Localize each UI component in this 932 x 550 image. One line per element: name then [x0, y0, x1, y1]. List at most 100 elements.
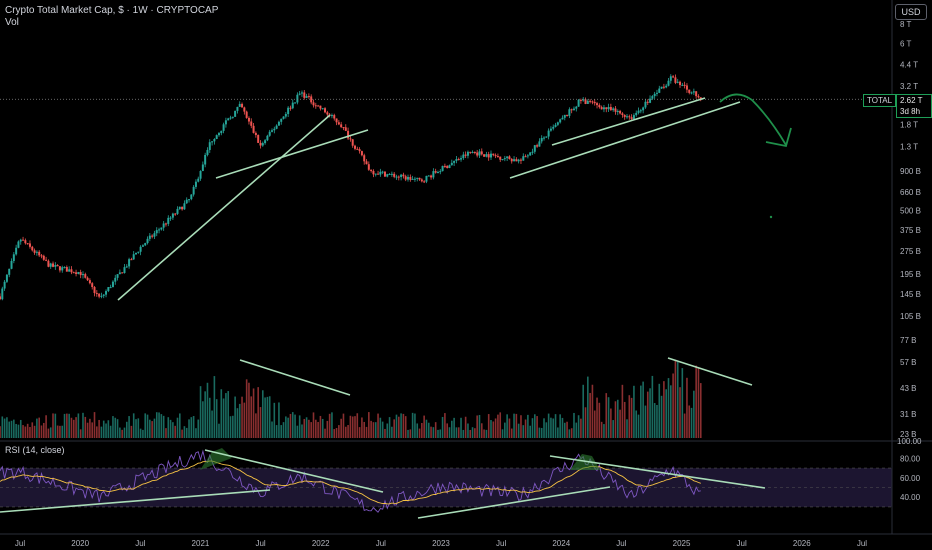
y-tick-label: 375 B	[900, 226, 921, 235]
candle-body	[556, 122, 559, 125]
trendline	[117, 114, 331, 301]
volume-bar	[229, 416, 232, 438]
volume-bar	[340, 418, 342, 438]
volume-bar	[234, 396, 236, 438]
x-tick-label: Jul	[496, 539, 506, 548]
volume-bar	[522, 425, 525, 438]
volume-bar	[116, 419, 119, 438]
volume-bar	[533, 414, 536, 438]
candle-body	[28, 243, 31, 247]
volume-bar	[264, 397, 266, 438]
volume-bar	[349, 415, 352, 438]
candle-body	[554, 124, 557, 127]
volume-bar	[185, 427, 188, 438]
volume-bar	[169, 419, 172, 438]
volume-bar	[386, 423, 389, 438]
candle-body	[483, 154, 486, 157]
volume-bar	[494, 418, 497, 438]
candle-body	[441, 165, 444, 172]
volume-tick-label: 23 B	[900, 430, 916, 439]
volume-bar	[96, 426, 98, 438]
volume-bar	[338, 425, 340, 438]
candle-body	[439, 171, 442, 173]
candle-body	[443, 165, 446, 167]
volume-bar	[45, 415, 47, 438]
candle-body	[201, 164, 204, 171]
x-tick-label: Jul	[376, 539, 386, 548]
candle-body	[536, 145, 539, 147]
volume-bar	[421, 422, 423, 438]
volume-bar	[674, 359, 677, 438]
candle-body	[160, 227, 163, 230]
volume-bar	[490, 420, 492, 438]
x-tick-label: 2023	[432, 539, 450, 548]
candle-body	[333, 115, 336, 119]
annotation-dot	[769, 215, 773, 219]
candle-body	[192, 186, 195, 195]
candle-body	[626, 116, 629, 118]
volume-bar	[6, 417, 8, 438]
candle-body	[651, 96, 654, 99]
projection-arrow	[719, 93, 787, 146]
volume-bar	[142, 429, 144, 438]
volume-bar	[181, 429, 183, 438]
volume-bar	[10, 420, 13, 438]
candle-body	[363, 155, 366, 162]
candle-body	[529, 152, 532, 156]
volume-bar	[128, 416, 130, 438]
volume-bar	[667, 378, 670, 438]
candle-body	[572, 108, 575, 110]
volume-bar	[656, 404, 658, 438]
volume-bar	[418, 428, 421, 438]
candle-body	[386, 174, 389, 177]
volume-bar	[391, 426, 393, 438]
volume-bar	[137, 418, 140, 438]
volume-bar	[179, 413, 181, 438]
volume-bar	[476, 415, 478, 438]
volume-bar	[13, 419, 15, 438]
volume-bar	[402, 413, 405, 438]
volume-bar	[280, 425, 283, 438]
candle-body	[635, 112, 638, 116]
candle-body	[181, 206, 184, 210]
candle-body	[146, 238, 149, 244]
volume-bar	[603, 424, 605, 438]
candle-body	[630, 117, 633, 120]
candle-body	[88, 280, 91, 284]
volume-bar	[303, 418, 306, 438]
candle-body	[473, 151, 476, 153]
volume-bar	[462, 429, 465, 438]
volume-bar	[351, 416, 354, 438]
volume-bar	[649, 388, 651, 438]
candle-body	[593, 101, 596, 104]
x-tick-label: Jul	[255, 539, 265, 548]
volume-bar	[543, 418, 545, 438]
volume-bar	[342, 413, 345, 438]
volume-bar	[504, 422, 506, 438]
volume-bar	[515, 413, 518, 438]
candle-body	[77, 272, 80, 274]
volume-bar	[273, 402, 276, 438]
volume-bar	[261, 390, 264, 438]
candle-body	[111, 281, 114, 288]
candle-body	[471, 151, 474, 153]
candle-body	[158, 229, 161, 231]
candle-body	[623, 115, 626, 118]
candle-body	[644, 101, 647, 108]
currency-button[interactable]: USD	[895, 4, 927, 20]
candle-body	[222, 124, 225, 131]
candle-body	[135, 252, 138, 255]
volume-bar	[312, 412, 315, 438]
candle-body	[167, 217, 170, 224]
x-tick-label: 2024	[552, 539, 570, 548]
candle-body	[178, 206, 181, 209]
y-tick-label: 1.8 T	[900, 120, 918, 129]
volume-bar	[540, 427, 543, 438]
volume-bar	[646, 391, 649, 438]
volume-bar	[202, 401, 204, 438]
y-tick-label: 195 B	[900, 270, 921, 279]
volume-bar	[501, 429, 504, 438]
candle-body	[0, 296, 1, 300]
volume-bar	[158, 412, 160, 438]
